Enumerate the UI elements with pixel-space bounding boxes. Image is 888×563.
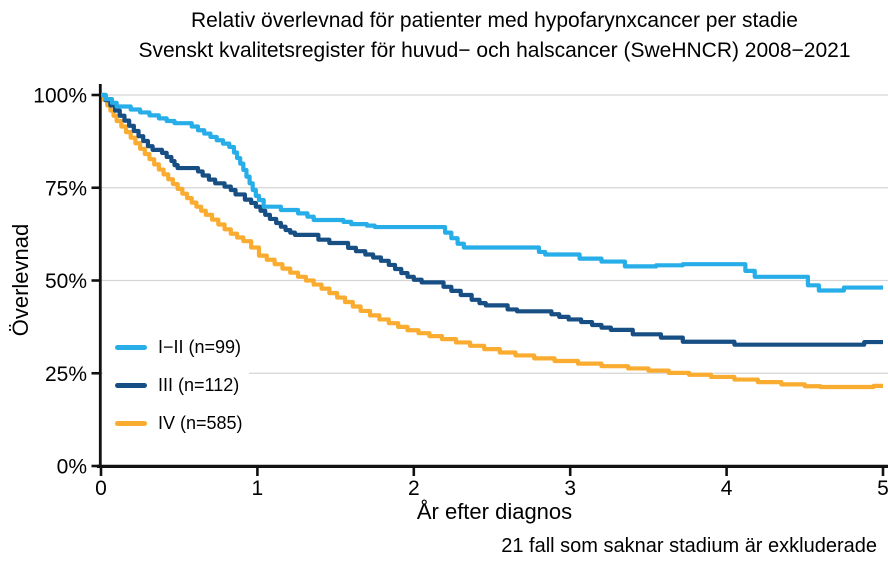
y-tick-label-25: 25% <box>45 363 87 386</box>
legend-label-1: III (n=112) <box>158 374 240 395</box>
x-tick-label-5: 5 <box>877 477 888 500</box>
legend-swatch-1 <box>115 382 147 388</box>
legend-label-0: I−II (n=99) <box>158 336 242 357</box>
x-tick-label-2: 2 <box>408 477 420 500</box>
x-tick-label-3: 3 <box>564 477 576 500</box>
legend-swatch-0 <box>115 344 147 350</box>
y-axis-title: Överlevnad <box>8 223 33 337</box>
survival-curve-III <box>101 92 883 347</box>
survival-curve-IV <box>101 92 883 390</box>
y-tick-label-50: 50% <box>45 270 87 293</box>
y-tick-label-100: 100% <box>33 85 87 108</box>
y-tick-label-0: 0% <box>57 456 87 479</box>
y-tick-label-75: 75% <box>45 177 87 200</box>
legend-swatch-2 <box>115 420 147 426</box>
x-tick-label-1: 1 <box>252 477 264 500</box>
chart-subtitle: Svenskt kvalitetsregister för huvud− och… <box>138 39 851 62</box>
x-tick-label-0: 0 <box>95 477 107 500</box>
x-tick-label-4: 4 <box>721 477 733 500</box>
legend-item-2: IV (n=585) <box>115 404 243 442</box>
chart-title: Relativ överlevnad för patienter med hyp… <box>191 9 798 32</box>
title-block: Relativ överlevnad för patienter med hyp… <box>101 6 888 66</box>
legend: I−II (n=99) III (n=112) IV (n=585) <box>115 328 243 442</box>
footnote: 21 fall som saknar stadium är exkluderad… <box>501 535 877 557</box>
legend-item-0: I−II (n=99) <box>115 328 243 366</box>
x-axis-title: År efter diagnos <box>416 499 573 524</box>
legend-item-1: III (n=112) <box>115 366 243 404</box>
survival-curve-I−II <box>101 92 883 293</box>
legend-label-2: IV (n=585) <box>158 412 243 433</box>
